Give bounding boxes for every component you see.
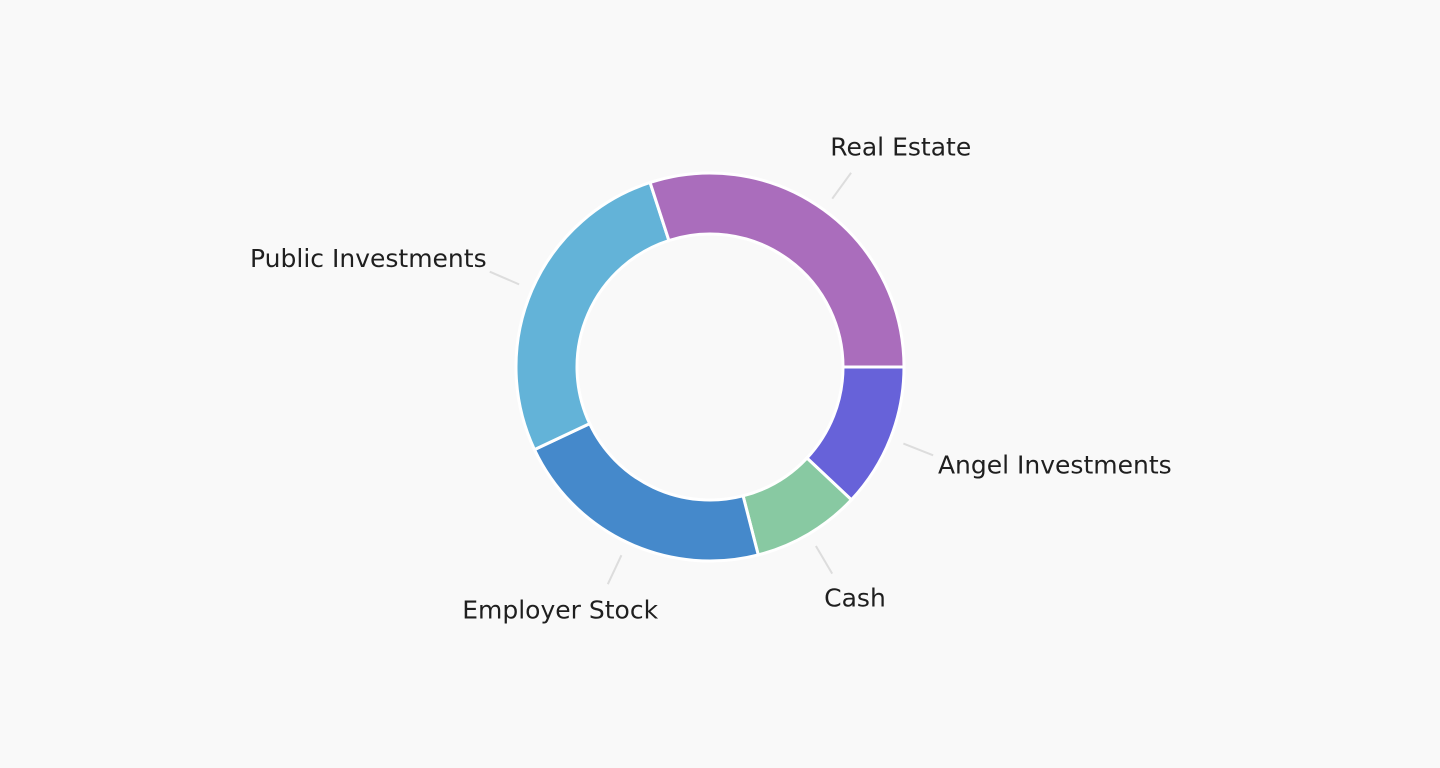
slice-label: Public Investments [250,244,487,273]
slice-label: Employer Stock [462,595,658,624]
donut-slice [648,171,906,369]
slice-label: Angel Investments [938,450,1172,479]
donut-slice [514,180,671,452]
leader-line [489,270,520,286]
slice-label: Cash [824,583,886,612]
slice-label: Real Estate [830,133,971,162]
leader-line [831,172,852,200]
leader-line [815,545,834,575]
leader-line [903,442,934,457]
leader-line [606,554,623,585]
